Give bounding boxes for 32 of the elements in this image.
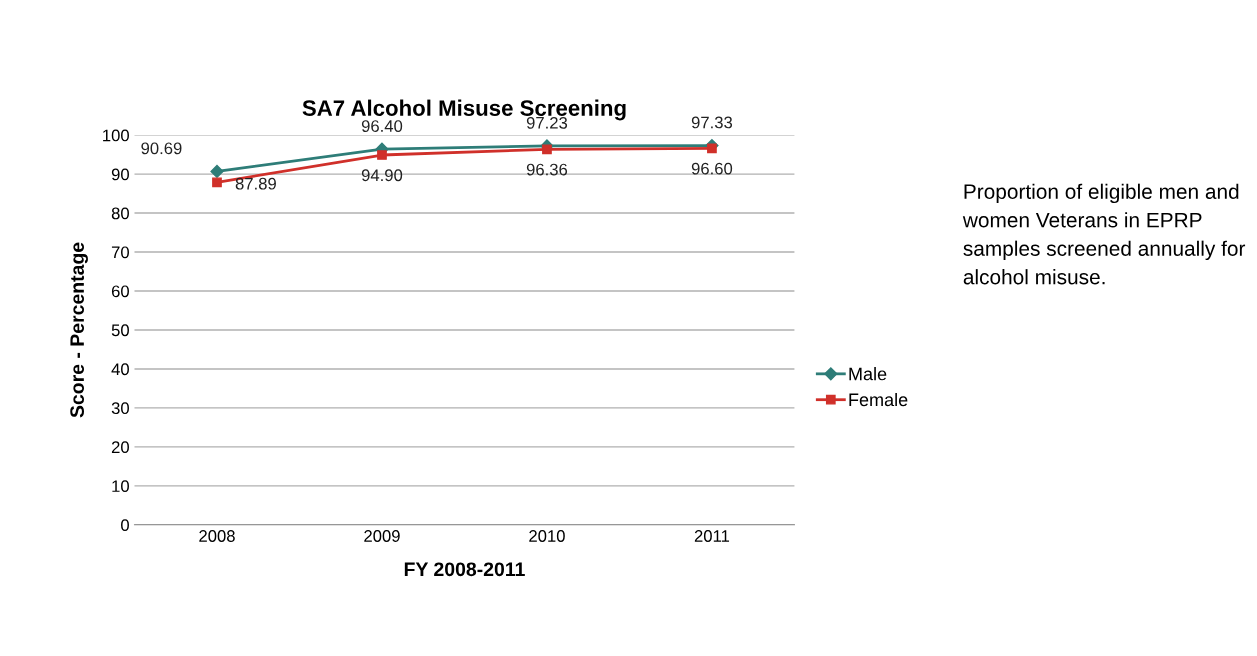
data-label: 96.60: [691, 162, 733, 175]
y-tick-label: 10: [112, 480, 129, 493]
x-axis-title: FY 2008-2011: [404, 562, 525, 577]
y-tick-label: 50: [111, 324, 129, 337]
y-tick-label: 60: [111, 285, 129, 298]
y-tick-label: 70: [111, 246, 129, 259]
data-label: 90.69: [141, 142, 182, 155]
point: [707, 143, 717, 154]
x-tick-label: 2009: [364, 530, 400, 542]
legend-label: Female: [849, 392, 908, 407]
data-label: 97.33: [691, 116, 733, 129]
y-tick-label: 0: [121, 519, 129, 531]
data-label: 96.36: [526, 163, 568, 176]
x-tick-label: 2010: [529, 530, 565, 542]
y-tick-label: 20: [111, 441, 129, 454]
data-label: 94.90: [361, 169, 403, 182]
data-label: 87.89: [235, 177, 276, 190]
y-tick-label: 90: [111, 168, 129, 181]
legend-label: Male: [849, 367, 887, 381]
y-tick-label: 30: [111, 402, 129, 415]
point: [210, 164, 224, 179]
y-axis-title: Score - Percentage: [70, 242, 88, 418]
y-tick-label: 100: [103, 129, 129, 142]
text: Proportion of eligible men and women Veterans in EPRP samples screened annually for alcohol misuse.: [962, 183, 1246, 285]
x-tick-label: 2011: [694, 530, 730, 542]
x-tick-label: 2008: [199, 530, 235, 542]
point: [377, 150, 387, 160]
point: [212, 177, 222, 188]
y-tick-label: 40: [111, 363, 129, 376]
point: [542, 144, 552, 155]
data-label: 96.40: [361, 120, 403, 132]
y-tick-label: 80: [111, 207, 129, 220]
